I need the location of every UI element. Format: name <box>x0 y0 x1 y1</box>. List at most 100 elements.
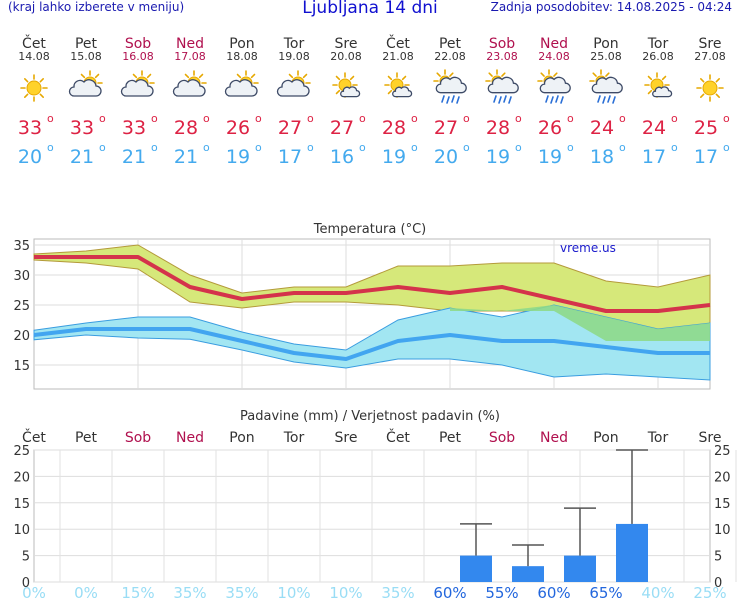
location-menu-hint[interactable]: (kraj lahko izberete v meniju) <box>8 0 185 14</box>
degree-mark: o <box>411 141 418 154</box>
degree-mark: o <box>411 112 418 125</box>
day-name: Sob <box>125 36 151 52</box>
day-date: 21.08 <box>382 50 414 63</box>
day-date: 23.08 <box>486 50 518 63</box>
precip-bar <box>460 555 492 582</box>
degree-mark: o <box>359 141 366 154</box>
degree-mark: o <box>47 112 54 125</box>
min-temp-range-band <box>33 304 711 381</box>
precip-probability: 10% <box>277 584 310 600</box>
degree-mark: o <box>203 112 210 125</box>
day-name: Pon <box>593 36 618 52</box>
tmax-value: 25 <box>694 117 718 139</box>
temperature-chart-title: Temperatura (°C) <box>313 222 426 237</box>
precip-y-tick-right: 15 <box>714 497 731 512</box>
precip-day-label: Pet <box>75 430 98 446</box>
day-date: 19.08 <box>278 50 310 63</box>
degree-mark: o <box>255 141 262 154</box>
day-name: Pet <box>439 36 462 52</box>
range-overlap-area <box>450 305 710 341</box>
precip-day-label: Sre <box>335 430 358 446</box>
day-name: Čet <box>22 34 46 52</box>
watermark: vreme.us <box>560 241 616 255</box>
precip-probability: 0% <box>74 584 98 600</box>
day-date: 25.08 <box>590 50 622 63</box>
precip-day-label: Pon <box>229 430 254 446</box>
tmax-value: 27 <box>278 117 302 139</box>
sun-icon <box>20 74 48 102</box>
degree-mark: o <box>723 112 730 125</box>
temp-y-tick: 25 <box>13 299 30 314</box>
precip-bar <box>512 566 544 582</box>
precip-probability: 60% <box>433 584 466 600</box>
sun-icon <box>696 74 724 102</box>
precip-day-label: Ned <box>540 430 568 446</box>
day-name: Sre <box>699 36 722 52</box>
sun-small-cloud-icon <box>644 72 673 98</box>
tmax-value: 27 <box>330 117 354 139</box>
degree-mark: o <box>99 112 106 125</box>
precip-day-label: Tor <box>283 430 305 446</box>
degree-mark: o <box>515 112 522 125</box>
precip-day-label: Pet <box>439 430 462 446</box>
tmax-value: 33 <box>70 117 94 139</box>
precip-y-tick-right: 0 <box>714 576 722 591</box>
day-date: 18.08 <box>226 50 258 63</box>
tmax-value: 27 <box>434 117 458 139</box>
tmax-value: 33 <box>18 117 42 139</box>
precip-bar <box>616 523 648 582</box>
temp-y-tick: 20 <box>13 329 30 344</box>
tmax-value: 24 <box>642 117 666 139</box>
tmax-value: 28 <box>486 117 510 139</box>
degree-mark: o <box>671 112 678 125</box>
precip-day-label: Ned <box>176 430 204 446</box>
tmin-value: 18 <box>590 146 614 168</box>
degree-mark: o <box>359 112 366 125</box>
precip-y-tick-right: 10 <box>714 523 731 538</box>
precip-y-tick-left: 20 <box>13 470 30 485</box>
precip-probability: 15% <box>121 584 154 600</box>
day-date: 20.08 <box>330 50 362 63</box>
precip-probability: 55% <box>485 584 518 600</box>
degree-mark: o <box>307 141 314 154</box>
degree-mark: o <box>151 141 158 154</box>
precip-day-label: Sob <box>489 430 515 446</box>
precip-y-tick-left: 15 <box>13 497 30 512</box>
degree-mark: o <box>619 112 626 125</box>
precip-probability: 35% <box>173 584 206 600</box>
partly-cloudy-icon <box>68 70 103 97</box>
day-name: Sre <box>335 36 358 52</box>
tmin-value: 17 <box>694 146 718 168</box>
sun-small-cloud-icon <box>332 72 361 98</box>
precip-day-label: Pon <box>593 430 618 446</box>
degree-mark: o <box>463 141 470 154</box>
day-date: 14.08 <box>18 50 50 63</box>
precip-day-label: Sob <box>125 430 151 446</box>
precip-y-tick-left: 0 <box>22 576 30 591</box>
day-name: Pet <box>75 36 98 52</box>
tmin-value: 17 <box>642 146 666 168</box>
degree-mark: o <box>567 141 574 154</box>
tmin-value: 19 <box>382 146 406 168</box>
day-name: Tor <box>647 36 669 52</box>
day-date: 16.08 <box>122 50 154 63</box>
tmax-value: 26 <box>538 117 562 139</box>
sun-cloud-rain-icon <box>537 69 571 104</box>
degree-mark: o <box>619 141 626 154</box>
degree-mark: o <box>151 112 158 125</box>
degree-mark: o <box>47 141 54 154</box>
day-name: Čet <box>386 34 410 52</box>
tmin-value: 21 <box>122 146 146 168</box>
precip-day-label: Čet <box>22 428 46 446</box>
tmax-value: 28 <box>174 117 198 139</box>
temp-y-tick: 30 <box>13 269 30 284</box>
tmin-value: 21 <box>70 146 94 168</box>
day-date: 26.08 <box>642 50 674 63</box>
precip-bar <box>564 555 596 582</box>
precip-probability: 0% <box>22 584 46 600</box>
precip-y-tick-right: 20 <box>714 470 731 485</box>
degree-mark: o <box>463 112 470 125</box>
temp-y-tick: 15 <box>13 359 30 374</box>
sun-cloud-rain-icon <box>485 69 519 104</box>
